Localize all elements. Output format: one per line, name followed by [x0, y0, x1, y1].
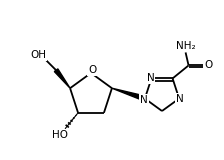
- Text: N: N: [146, 73, 154, 83]
- Polygon shape: [54, 69, 70, 88]
- Text: N: N: [176, 94, 184, 104]
- Text: HO: HO: [52, 130, 68, 140]
- Text: NH₂: NH₂: [176, 41, 195, 51]
- Polygon shape: [112, 88, 146, 101]
- Text: OH: OH: [30, 50, 46, 60]
- Text: O: O: [205, 60, 213, 70]
- Text: N: N: [140, 95, 148, 105]
- Text: O: O: [88, 65, 96, 75]
